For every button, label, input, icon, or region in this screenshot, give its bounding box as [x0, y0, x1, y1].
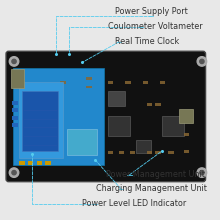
Circle shape — [200, 170, 204, 175]
Text: Power Supply Port: Power Supply Port — [115, 7, 187, 16]
Bar — [19, 82, 63, 158]
Text: Charging Management Unit: Charging Management Unit — [96, 184, 207, 193]
Bar — [179, 109, 193, 123]
Bar — [12, 101, 18, 104]
Text: Coulometer Voltameter: Coulometer Voltameter — [108, 22, 203, 31]
Bar — [37, 161, 42, 165]
Circle shape — [200, 59, 204, 64]
Circle shape — [9, 168, 19, 177]
Circle shape — [197, 168, 207, 177]
Bar — [130, 151, 135, 154]
Text: Power Management Unit: Power Management Unit — [106, 170, 205, 179]
Bar — [45, 161, 51, 165]
Bar — [13, 68, 104, 165]
Bar — [183, 116, 189, 119]
FancyBboxPatch shape — [6, 51, 205, 182]
Bar — [125, 81, 131, 84]
Bar — [12, 116, 18, 120]
Bar — [108, 81, 113, 84]
Circle shape — [12, 59, 16, 64]
Bar — [61, 81, 66, 84]
Bar — [12, 108, 18, 112]
Circle shape — [197, 57, 207, 66]
Bar — [183, 133, 189, 136]
Circle shape — [12, 170, 16, 175]
Bar — [108, 151, 113, 154]
Bar — [86, 77, 92, 80]
Bar — [160, 81, 165, 84]
Bar — [156, 103, 161, 106]
Bar — [156, 151, 161, 154]
Bar — [108, 116, 130, 136]
Bar — [86, 86, 92, 88]
Bar — [28, 161, 33, 165]
Bar — [147, 151, 152, 154]
Bar — [67, 129, 97, 155]
Bar — [169, 151, 174, 154]
Bar — [119, 151, 124, 154]
Bar — [136, 140, 151, 153]
Bar — [143, 81, 148, 84]
Bar — [147, 103, 152, 106]
Bar — [183, 150, 189, 153]
Text: Power Level LED Indicator: Power Level LED Indicator — [82, 200, 186, 208]
Bar — [11, 69, 24, 88]
Text: Real Time Clock: Real Time Clock — [115, 37, 179, 46]
Bar — [22, 91, 58, 151]
Bar — [108, 91, 125, 106]
Bar — [12, 123, 18, 127]
Bar — [162, 116, 183, 136]
Bar — [19, 161, 25, 165]
Circle shape — [9, 57, 19, 66]
